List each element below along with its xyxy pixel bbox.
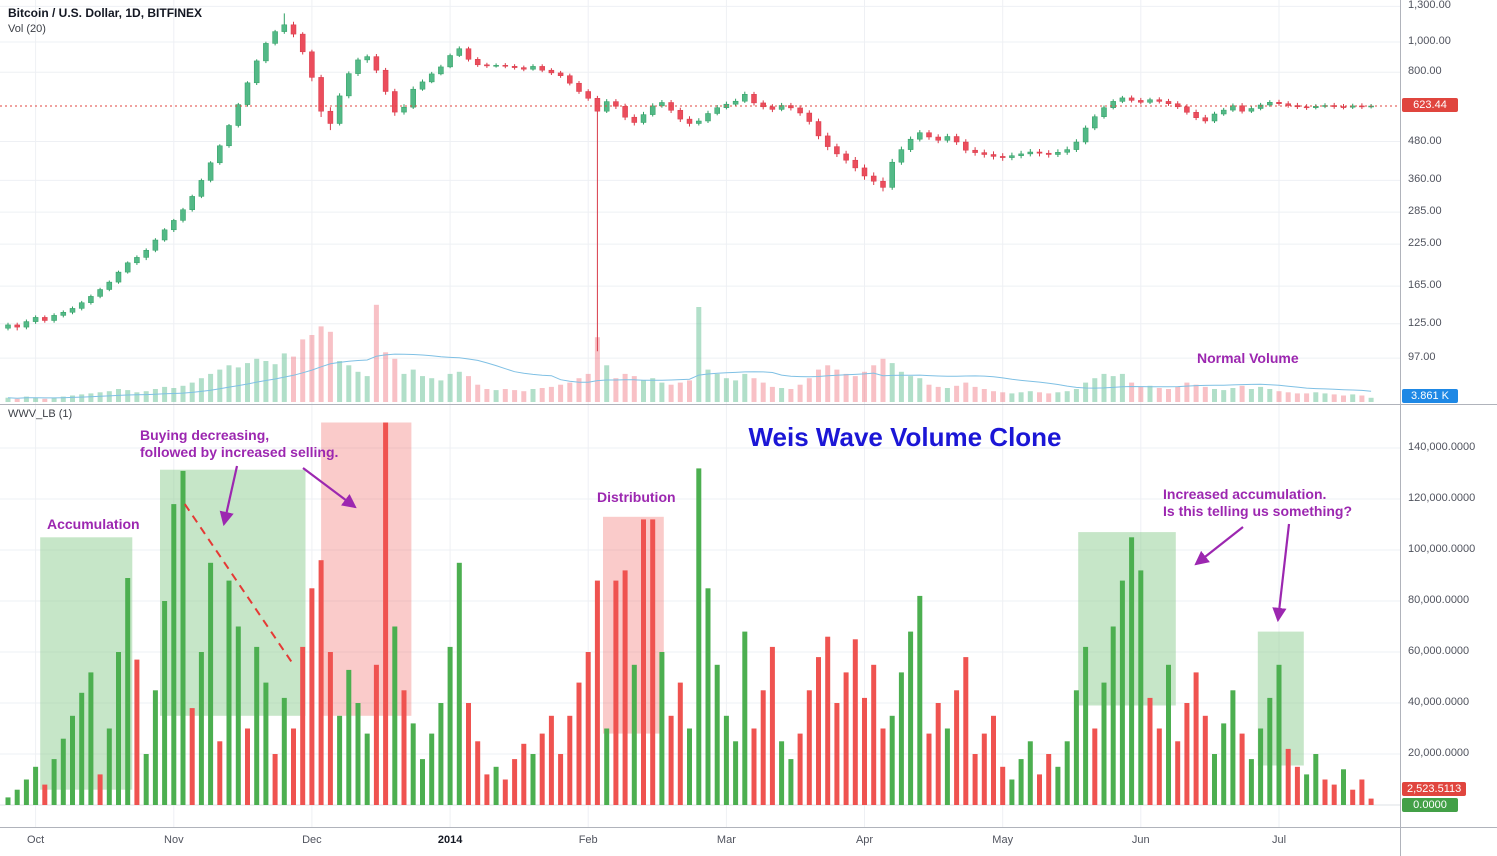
time-axis-label: Apr: [855, 834, 874, 846]
candlestick-series: [5, 13, 1374, 352]
volume-series: [5, 304, 1374, 402]
time-axis-label: Jun: [1131, 834, 1150, 846]
weis-wave-title: Weis Wave Volume Clone: [748, 422, 1062, 452]
declining-buying-trendline[interactable]: [183, 503, 295, 666]
wave-axis-tick: 20,000.0000: [1408, 747, 1470, 759]
wave-series: [5, 422, 1374, 805]
time-axis-label: Dec: [302, 834, 322, 846]
wave-axis-tick: 140,000.0000: [1408, 441, 1476, 453]
distribution-label[interactable]: Distribution: [597, 489, 676, 505]
buying-decreasing-label[interactable]: Buying decreasing, followed by increased…: [140, 427, 339, 460]
volume-indicator-legend[interactable]: Vol (20): [8, 23, 46, 35]
time-axis-label: May: [992, 834, 1014, 846]
price-axis-tick: 480.00: [1408, 134, 1442, 147]
price-axis-tick: 165.00: [1408, 279, 1442, 292]
wave-axis-tick: 80,000.0000: [1408, 594, 1470, 606]
price-axis-tick: 285.00: [1408, 205, 1442, 218]
wave-zero-badge: 0.0000: [1402, 798, 1458, 812]
time-axis-label: Oct: [27, 834, 45, 846]
normal-volume-label[interactable]: Normal Volume: [1197, 350, 1299, 366]
last-volume-badge: 3.861 K: [1402, 388, 1458, 403]
wwv-indicator-legend[interactable]: WWV_LB (1): [8, 408, 73, 420]
price-axis-tick: 125.00: [1408, 316, 1442, 329]
price-axis-tick: 1,300.00: [1408, 0, 1451, 12]
last-wave-badge: 2,523.5113: [1402, 782, 1467, 796]
june-accumulation-box[interactable]: [1078, 532, 1176, 706]
price-axis-tick: 1,000.00: [1408, 35, 1451, 47]
wave-axis-tick: 100,000.0000: [1408, 543, 1476, 555]
volume-ma-line: [7, 353, 1372, 399]
arrow-annotations[interactable]: [219, 465, 1291, 623]
price-axis-tick: 225.00: [1408, 237, 1442, 250]
time-axis-label: Mar: [716, 834, 736, 846]
time-axis-label: 2014: [437, 834, 463, 846]
increased-accumulation-label[interactable]: Increased accumulation. Is this telling …: [1163, 486, 1353, 519]
last-price-badge: 623.44: [1402, 98, 1458, 112]
accumulation-label[interactable]: Accumulation: [47, 516, 140, 532]
wave-axis-tick: 40,000.0000: [1408, 696, 1470, 708]
time-axis-label: Nov: [164, 834, 184, 846]
time-axis-label: Feb: [578, 834, 598, 846]
wave-axis-tick: 60,000.0000: [1408, 645, 1470, 657]
price-axis-tick: 97.00: [1408, 351, 1436, 364]
price-axis-tick: 800.00: [1408, 65, 1442, 78]
time-axis-label: Jul: [1271, 834, 1287, 846]
price-axis-tick: 360.00: [1408, 173, 1442, 186]
wave-axis-tick: 120,000.0000: [1408, 492, 1476, 504]
symbol-legend[interactable]: Bitcoin / U.S. Dollar, 1D, BITFINEX: [8, 6, 203, 20]
